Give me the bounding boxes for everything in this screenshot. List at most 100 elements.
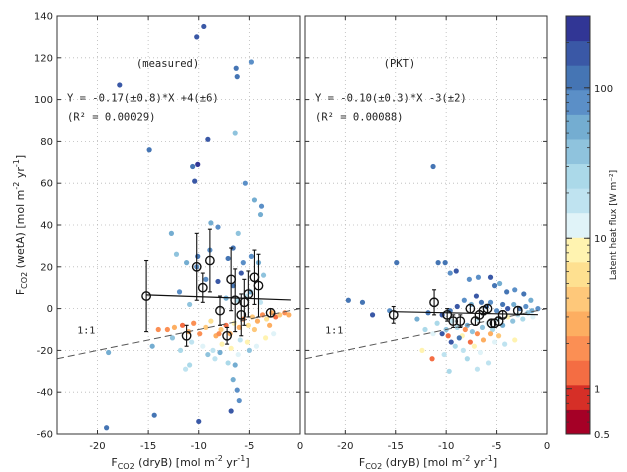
data-point — [464, 356, 470, 362]
data-point — [448, 339, 454, 345]
fit-equation: Y = -0.10(±0.3)*X -3(±2) — [315, 93, 467, 105]
data-point — [447, 270, 453, 276]
data-point — [251, 197, 258, 203]
data-point — [369, 312, 376, 318]
panel-1: 1:1 -20 -15 -10 -5 0 -60 -40 -20 0 20 40 60 80 100 120 1… — [34, 12, 303, 472]
data-point — [235, 230, 241, 236]
bin-mean-marker — [429, 297, 439, 308]
data-point — [394, 260, 400, 266]
data-point — [190, 163, 196, 170]
panel-label: (PKT) — [384, 58, 416, 70]
data-point — [452, 343, 458, 349]
data-point — [489, 326, 496, 333]
data-point — [500, 301, 506, 308]
data-point — [171, 324, 178, 331]
data-point — [535, 306, 541, 312]
bin-mean-marker — [236, 309, 247, 320]
data-point — [234, 297, 240, 303]
data-point — [469, 328, 475, 335]
data-point — [236, 324, 242, 331]
data-point — [475, 274, 482, 280]
data-point — [257, 211, 264, 218]
data-point — [260, 272, 267, 278]
colorbar-segment — [566, 409, 590, 435]
colorbar-segment — [566, 212, 590, 238]
data-point — [449, 318, 455, 324]
bin-means — [141, 228, 276, 347]
bin-mean-marker — [181, 330, 192, 341]
y-tick-label: 100 — [34, 95, 53, 106]
x-tick-label: -15 — [388, 441, 404, 452]
data-point — [169, 335, 176, 341]
data-point — [146, 147, 152, 153]
data-point — [442, 260, 448, 266]
data-point — [201, 23, 207, 30]
data-point — [429, 356, 435, 362]
data-point — [187, 362, 193, 368]
data-point — [441, 351, 447, 358]
y-tick-label: 0 — [47, 304, 53, 315]
data-point — [487, 274, 494, 280]
data-point — [248, 253, 254, 259]
bin-mean-marker — [482, 303, 493, 314]
x-axis-label: FCO2 (dryB) [mol m-2 yr-1] — [111, 454, 249, 471]
data-point — [345, 297, 351, 303]
data-point — [511, 301, 517, 308]
data-point — [240, 260, 246, 266]
data-point — [474, 331, 481, 337]
bin-mean-marker — [253, 280, 264, 291]
data-point — [117, 82, 123, 88]
data-point — [232, 130, 238, 136]
data-point — [277, 312, 283, 318]
data-point — [104, 425, 110, 431]
bin-mean-marker — [512, 305, 523, 316]
data-point — [478, 299, 485, 305]
data-point — [434, 320, 440, 326]
data-point — [182, 366, 189, 372]
data-point — [164, 326, 170, 333]
data-point — [462, 326, 468, 333]
data-point — [461, 297, 467, 303]
y-tick-label: 40 — [40, 221, 53, 232]
colorbar: 0.5 1 10 100 Latent heat flux [W m⁻²] — [565, 15, 619, 441]
data-point — [210, 347, 216, 353]
data-point — [151, 412, 157, 418]
data-point — [215, 224, 221, 230]
data-point — [184, 260, 190, 266]
y-tick-label: -40 — [37, 388, 53, 399]
data-point — [467, 339, 473, 345]
data-point — [491, 339, 498, 345]
data-point — [177, 347, 184, 353]
data-point — [496, 333, 502, 339]
data-point — [236, 397, 242, 404]
y-tick-label: -20 — [37, 346, 53, 357]
data-point — [435, 260, 441, 266]
data-point — [225, 360, 231, 366]
y-tick-label: 60 — [40, 179, 53, 190]
data-point — [251, 326, 258, 333]
data-point — [510, 318, 516, 324]
data-point — [242, 180, 248, 186]
colorbar-frame — [565, 15, 591, 435]
data-point — [238, 270, 244, 276]
data-point — [246, 347, 252, 353]
colorbar-tick-label: 1 — [594, 385, 600, 396]
data-point — [487, 299, 494, 305]
panel-2: 1:1 -20 -15 -10 -5 0 (PKT) Y = -0.10(±0.3)*X -3… — [304, 15, 550, 471]
bin-mean-marker — [230, 295, 241, 306]
data-point — [197, 331, 203, 337]
data-point — [203, 276, 209, 282]
y-tick-label: 20 — [40, 262, 53, 273]
x-tick-label: -10 — [438, 441, 454, 452]
data-point — [286, 312, 292, 318]
one-to-one-line — [57, 308, 300, 360]
colorbar-segment — [566, 311, 590, 337]
colorbar-segment — [566, 335, 590, 361]
y-tick-label: -60 — [37, 430, 53, 441]
bin-mean-marker — [204, 255, 215, 266]
data-point — [480, 337, 487, 343]
data-point — [195, 161, 201, 167]
data-point — [187, 301, 193, 308]
bin-mean-marker — [141, 291, 152, 301]
